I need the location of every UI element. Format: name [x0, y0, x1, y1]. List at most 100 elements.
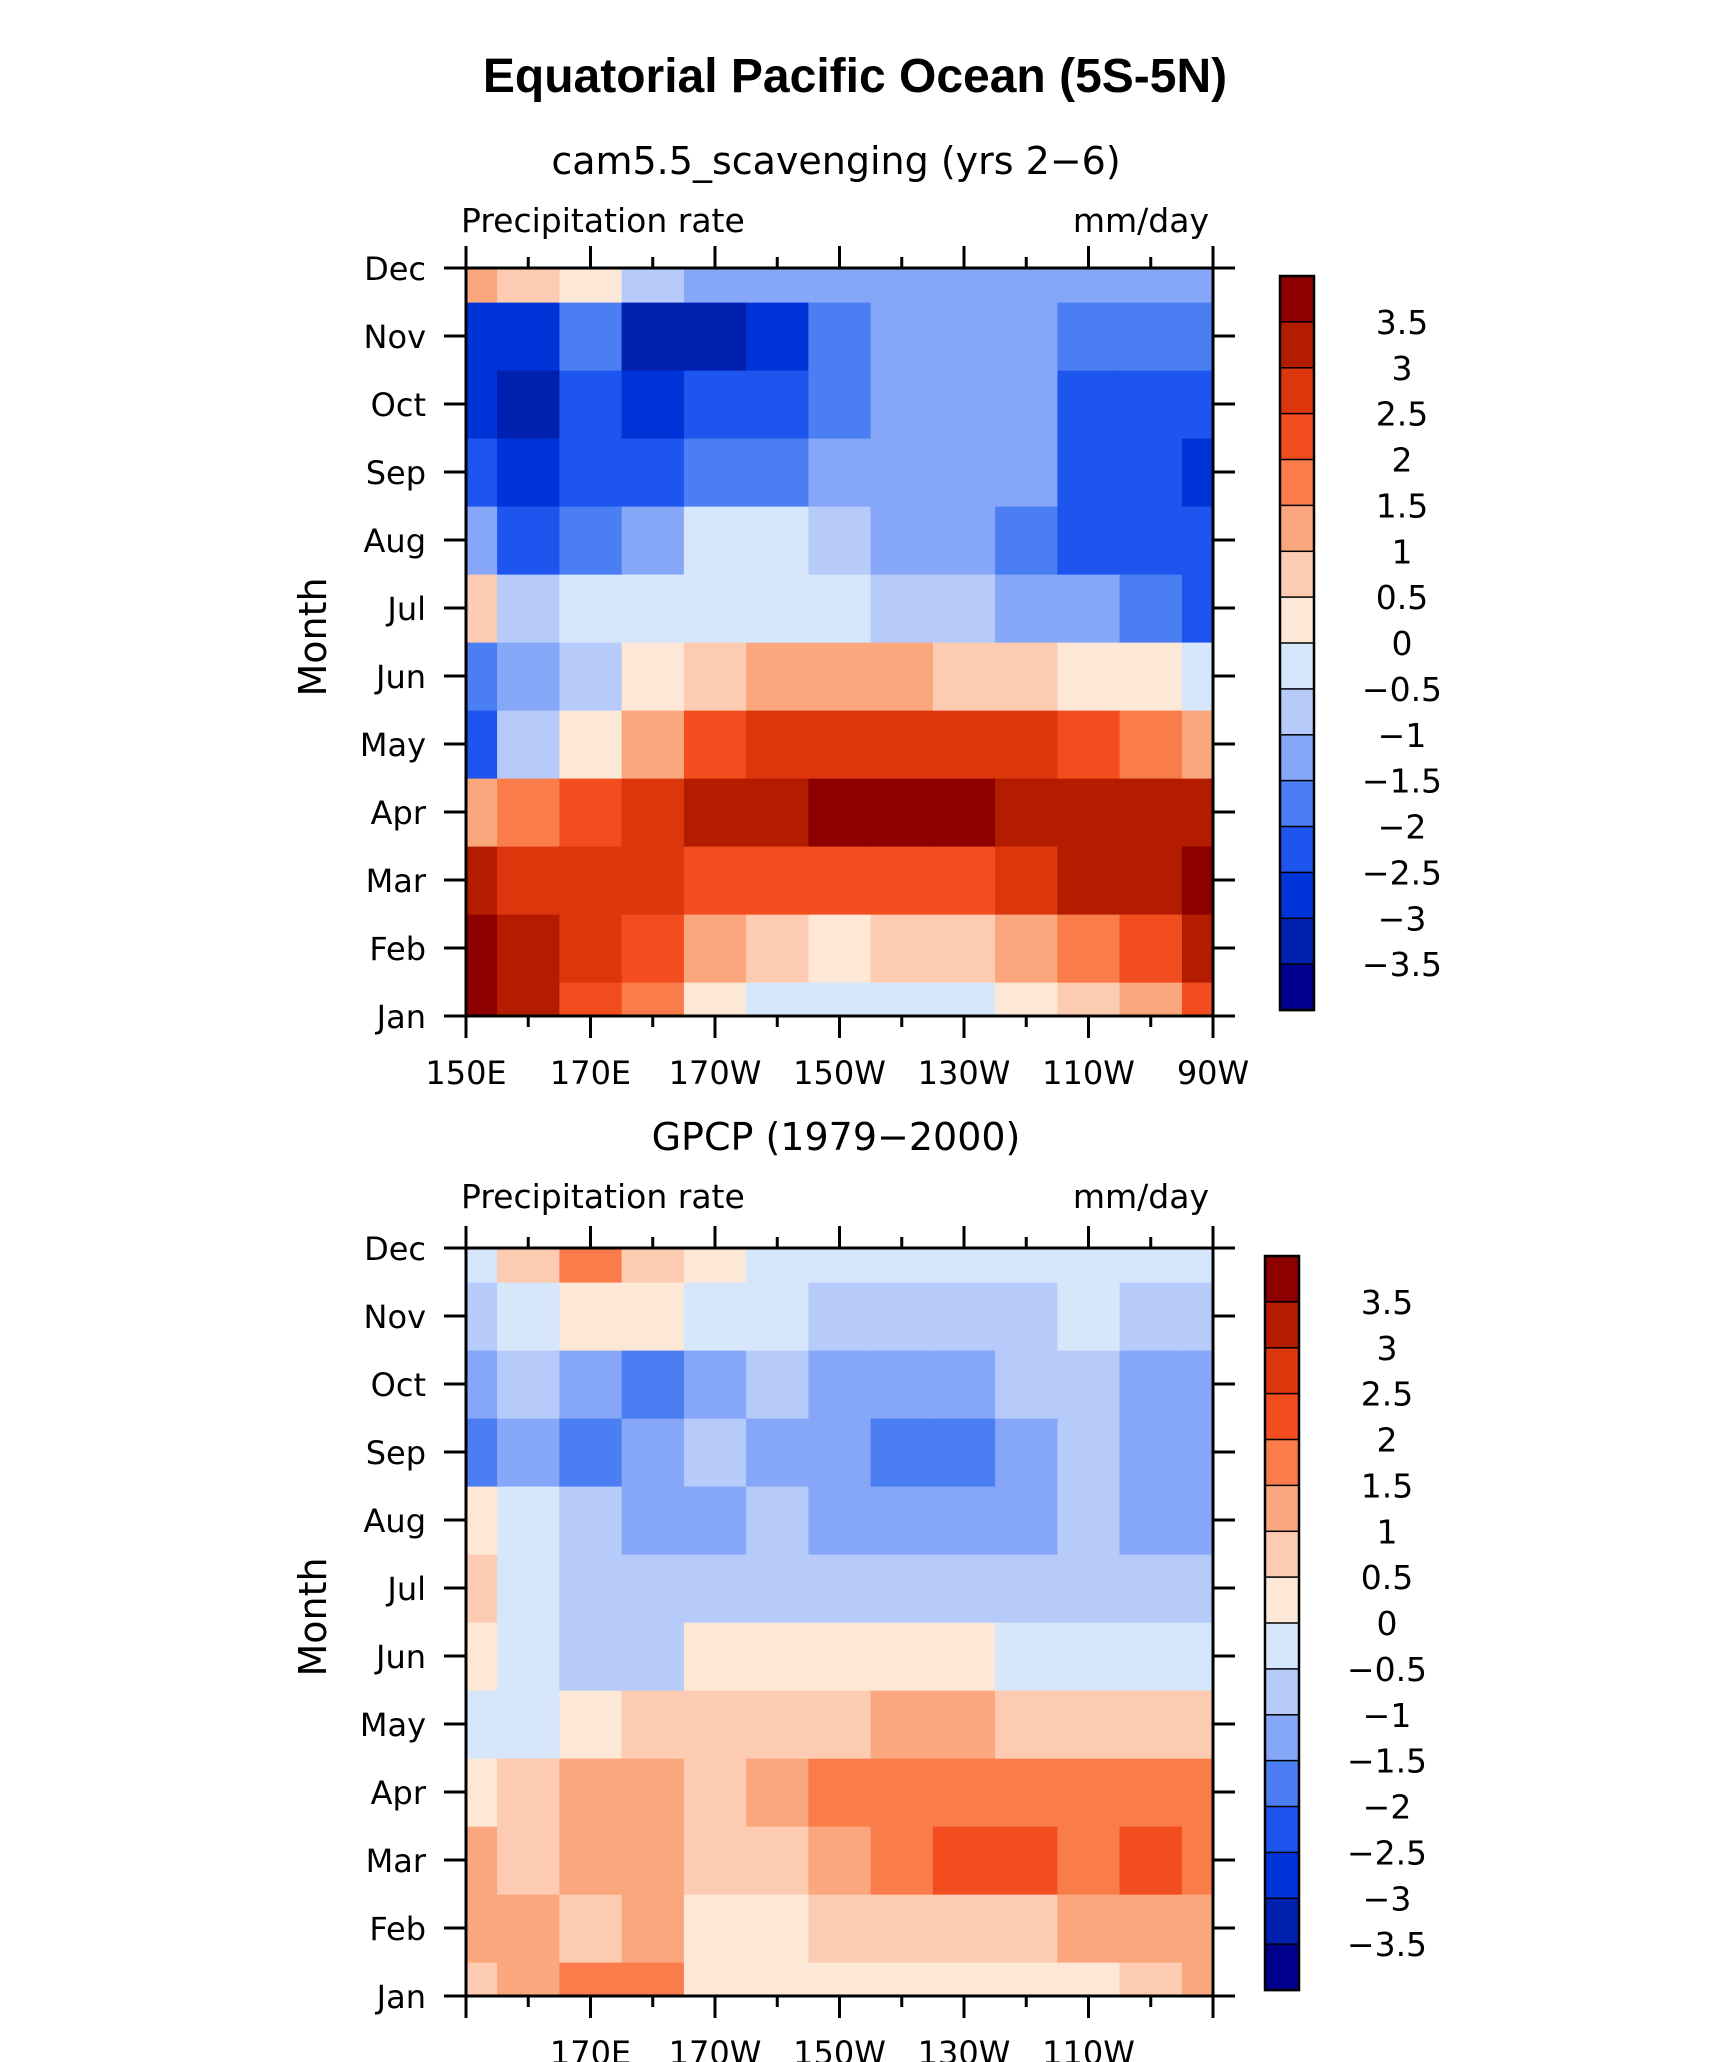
heatmap-cell	[1119, 1622, 1183, 1691]
heatmap-cell	[746, 982, 809, 1017]
heatmap-cell	[683, 1690, 747, 1759]
heatmap-cell	[808, 846, 872, 915]
heatmap-cell	[808, 1418, 872, 1487]
heatmap-cell	[1181, 1758, 1214, 1827]
colorbar-swatch	[1264, 1484, 1300, 1533]
heatmap-cell	[932, 1486, 996, 1555]
heatmap-cell	[870, 370, 934, 439]
heatmap-cell	[1057, 1554, 1121, 1623]
heatmap-cell	[1119, 438, 1183, 507]
heatmap-cell	[1119, 1282, 1183, 1351]
heatmap-cell	[746, 302, 809, 371]
heatmap-cell	[559, 1826, 623, 1895]
heatmap-cell	[683, 914, 747, 983]
heatmap-cell	[746, 1486, 809, 1555]
heatmap-cell	[746, 1826, 809, 1895]
colorbar-label: −2	[1363, 1788, 1412, 1827]
heatmap-cell	[466, 982, 498, 1017]
heatmap-cell	[683, 1894, 747, 1963]
heatmap-cell	[1181, 1894, 1214, 1963]
heatmap-cell	[559, 1690, 623, 1759]
heatmap-cell	[559, 642, 623, 711]
heatmap-cell	[466, 1690, 498, 1759]
heatmap-cell	[746, 370, 809, 439]
colorbar-label: 0.5	[1361, 1558, 1413, 1597]
heatmap-cell	[1057, 1894, 1121, 1963]
heatmap-cell	[746, 914, 809, 983]
heatmap-cell	[995, 438, 1058, 507]
heatmap-cell	[808, 438, 872, 507]
heatmap-cell	[808, 370, 872, 439]
heatmap-cell	[497, 1418, 560, 1487]
panel-title: cam5.5_scavenging (yrs 2−6)	[551, 139, 1120, 183]
heatmap-cell	[995, 1758, 1058, 1827]
heatmap-cell	[932, 642, 996, 711]
y-tick-label: Jan	[375, 998, 426, 1036]
colorbar-swatch	[1264, 1576, 1300, 1625]
colorbar-label: 0.5	[1376, 578, 1428, 617]
colorbar-swatch	[1279, 734, 1315, 782]
colorbar-label: 0	[1392, 624, 1413, 663]
x-tick-label: 150W	[793, 1054, 886, 1092]
colorbar-swatch	[1264, 1622, 1300, 1671]
heatmap-cell	[683, 1350, 747, 1419]
heatmap-cell	[621, 370, 685, 439]
heatmap-cell	[621, 1758, 685, 1827]
heatmap-cell	[497, 438, 560, 507]
y-axis-label: Month	[291, 1557, 335, 1676]
heatmap-cell	[621, 710, 685, 779]
heatmap-cell	[870, 1622, 934, 1691]
heatmap-cell	[1119, 1554, 1183, 1623]
heatmap-cell	[1119, 778, 1183, 847]
heatmap-cell	[932, 982, 996, 1017]
heatmap-cell	[466, 1554, 498, 1623]
heatmap-cell	[995, 1248, 1058, 1283]
heatmap-cell	[621, 914, 685, 983]
colorbar-label: 2.5	[1361, 1375, 1413, 1414]
heatmap-cell	[559, 982, 623, 1017]
heatmap-cell	[1181, 370, 1214, 439]
heatmap-cell	[621, 506, 685, 575]
heatmap-cell	[1181, 1962, 1214, 1997]
heatmap-cell	[1119, 982, 1183, 1017]
heatmap-cell	[746, 506, 809, 575]
heatmap-cell	[466, 1350, 498, 1419]
heatmap-cell	[995, 1690, 1058, 1759]
y-ticks: Jan Feb Mar Apr May Jun Jul Aug Sep Oct Nov Dec	[360, 1230, 1235, 2016]
heatmap-cell	[497, 846, 560, 915]
colorbar-label: −3	[1378, 899, 1427, 938]
heatmap-cell	[497, 1962, 560, 1997]
colorbar-swatch	[1264, 1851, 1300, 1900]
heatmap-cell	[1181, 778, 1214, 847]
colorbar-label: 1	[1377, 1512, 1398, 1551]
heatmap-cell	[1057, 506, 1121, 575]
heatmap-cell	[559, 1418, 623, 1487]
heatmap-cell	[932, 1962, 996, 1997]
heatmap-cell	[932, 1418, 996, 1487]
heatmap-cell	[808, 1826, 872, 1895]
y-tick-label: Jun	[374, 658, 426, 696]
heatmap-cell	[683, 370, 747, 439]
heatmap-cell	[621, 642, 685, 711]
x-tick-label: 90W	[1177, 1054, 1249, 1092]
heatmap-cell	[497, 1282, 560, 1351]
heatmap-cell	[995, 506, 1058, 575]
heatmap-cell	[808, 1894, 872, 1963]
heatmap-cell	[559, 710, 623, 779]
heatmap-cell	[466, 1248, 498, 1283]
heatmap-cell	[746, 1248, 809, 1283]
colorbar-swatch	[1279, 275, 1315, 324]
y-tick-label: Aug	[364, 1502, 426, 1540]
x-tick-label: 170E	[550, 1054, 631, 1092]
heatmap-cell	[559, 1622, 623, 1691]
heatmap-cell	[466, 438, 498, 507]
heatmap-cell	[466, 778, 498, 847]
heatmap-cell	[1057, 370, 1121, 439]
heatmap-cell	[1057, 1826, 1121, 1895]
colorbar-label: −1	[1363, 1696, 1412, 1735]
variable-label: Precipitation rate	[461, 201, 745, 240]
heatmap-cell	[870, 506, 934, 575]
heatmap-cell	[995, 1418, 1058, 1487]
heatmap-cell	[995, 1962, 1058, 1997]
heatmap-cell	[621, 1690, 685, 1759]
